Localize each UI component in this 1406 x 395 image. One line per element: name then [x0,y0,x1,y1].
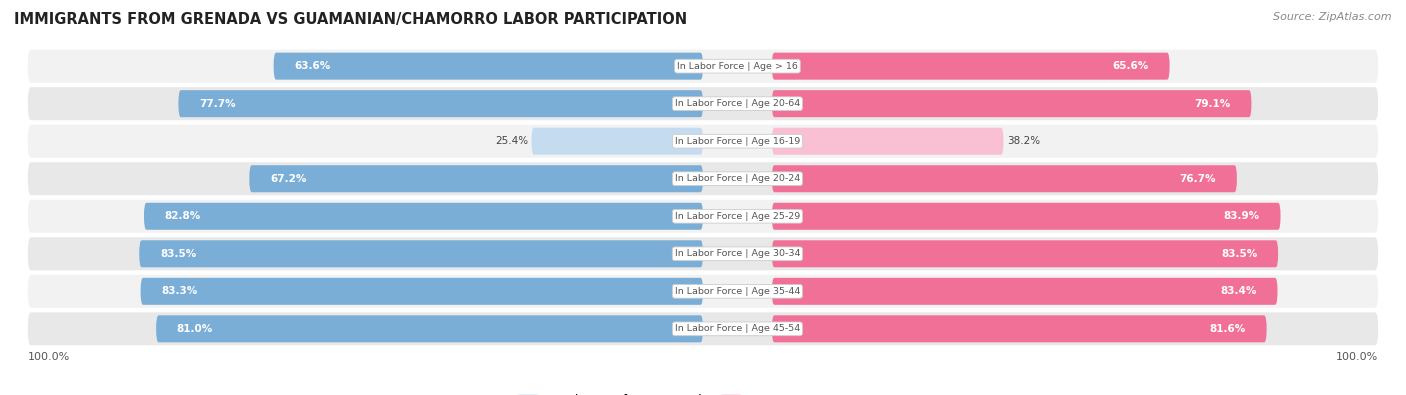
FancyBboxPatch shape [143,203,703,230]
FancyBboxPatch shape [531,128,703,155]
Text: 100.0%: 100.0% [28,352,70,362]
FancyBboxPatch shape [28,200,1378,233]
Legend: Immigrants from Grenada, Guamanian/Chamorro: Immigrants from Grenada, Guamanian/Chamo… [517,394,889,395]
FancyBboxPatch shape [28,125,1378,158]
FancyBboxPatch shape [772,315,1267,342]
Text: In Labor Force | Age > 16: In Labor Force | Age > 16 [678,62,797,71]
Text: 65.6%: 65.6% [1112,61,1149,71]
Text: 83.5%: 83.5% [1222,249,1257,259]
FancyBboxPatch shape [179,90,703,117]
Text: 77.7%: 77.7% [200,99,236,109]
FancyBboxPatch shape [28,87,1378,120]
FancyBboxPatch shape [772,203,1281,230]
FancyBboxPatch shape [28,237,1378,270]
FancyBboxPatch shape [772,240,1278,267]
Text: 76.7%: 76.7% [1180,174,1216,184]
FancyBboxPatch shape [772,128,1004,155]
Text: 38.2%: 38.2% [1007,136,1040,146]
FancyBboxPatch shape [772,90,1251,117]
Text: 82.8%: 82.8% [165,211,201,221]
Text: 79.1%: 79.1% [1195,99,1230,109]
FancyBboxPatch shape [28,312,1378,345]
FancyBboxPatch shape [28,50,1378,83]
Text: 83.5%: 83.5% [160,249,197,259]
FancyBboxPatch shape [28,162,1378,195]
Text: In Labor Force | Age 30-34: In Labor Force | Age 30-34 [675,249,800,258]
Text: In Labor Force | Age 20-24: In Labor Force | Age 20-24 [675,174,800,183]
Text: IMMIGRANTS FROM GRENADA VS GUAMANIAN/CHAMORRO LABOR PARTICIPATION: IMMIGRANTS FROM GRENADA VS GUAMANIAN/CHA… [14,12,688,27]
Text: 25.4%: 25.4% [495,136,529,146]
Text: In Labor Force | Age 16-19: In Labor Force | Age 16-19 [675,137,800,146]
Text: In Labor Force | Age 35-44: In Labor Force | Age 35-44 [675,287,800,296]
FancyBboxPatch shape [274,53,703,80]
Text: 83.3%: 83.3% [162,286,197,296]
Text: In Labor Force | Age 20-64: In Labor Force | Age 20-64 [675,99,800,108]
FancyBboxPatch shape [141,278,703,305]
Text: 67.2%: 67.2% [270,174,307,184]
Text: 63.6%: 63.6% [294,61,330,71]
Text: In Labor Force | Age 45-54: In Labor Force | Age 45-54 [675,324,800,333]
Text: 100.0%: 100.0% [1336,352,1378,362]
FancyBboxPatch shape [772,165,1237,192]
FancyBboxPatch shape [772,53,1170,80]
Text: 83.4%: 83.4% [1220,286,1257,296]
Text: 81.6%: 81.6% [1209,324,1246,334]
FancyBboxPatch shape [249,165,703,192]
FancyBboxPatch shape [772,278,1278,305]
Text: 81.0%: 81.0% [177,324,214,334]
FancyBboxPatch shape [139,240,703,267]
FancyBboxPatch shape [28,275,1378,308]
Text: 83.9%: 83.9% [1223,211,1260,221]
Text: Source: ZipAtlas.com: Source: ZipAtlas.com [1274,12,1392,22]
Text: In Labor Force | Age 25-29: In Labor Force | Age 25-29 [675,212,800,221]
FancyBboxPatch shape [156,315,703,342]
